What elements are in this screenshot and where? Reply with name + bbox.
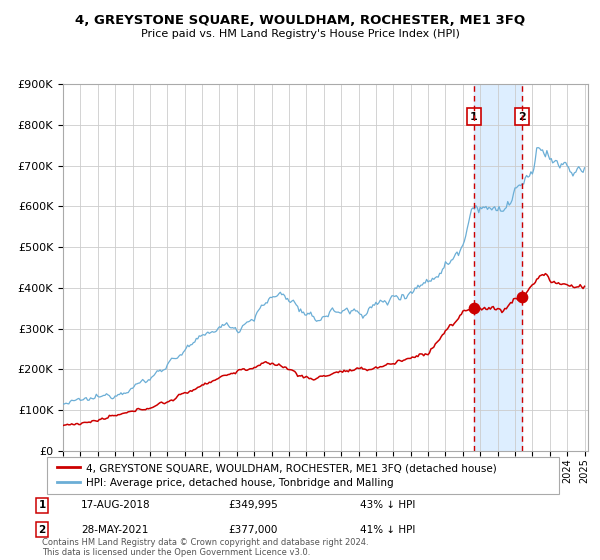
Text: 1: 1: [38, 500, 46, 510]
Text: 41% ↓ HPI: 41% ↓ HPI: [360, 525, 415, 535]
Legend: 4, GREYSTONE SQUARE, WOULDHAM, ROCHESTER, ME1 3FQ (detached house), HPI: Average: 4, GREYSTONE SQUARE, WOULDHAM, ROCHESTER…: [52, 459, 501, 492]
Bar: [474, 84, 522, 451]
Text: 1: 1: [470, 111, 478, 122]
Text: 43% ↓ HPI: 43% ↓ HPI: [360, 500, 415, 510]
Text: 17-AUG-2018: 17-AUG-2018: [81, 500, 151, 510]
FancyBboxPatch shape: [47, 458, 559, 493]
Text: Price paid vs. HM Land Registry's House Price Index (HPI): Price paid vs. HM Land Registry's House …: [140, 29, 460, 39]
Text: 4, GREYSTONE SQUARE, WOULDHAM, ROCHESTER, ME1 3FQ: 4, GREYSTONE SQUARE, WOULDHAM, ROCHESTER…: [75, 14, 525, 27]
Text: 2: 2: [38, 525, 46, 535]
Text: Contains HM Land Registry data © Crown copyright and database right 2024.
This d: Contains HM Land Registry data © Crown c…: [42, 538, 368, 557]
Point: [469, 304, 479, 312]
Point: [517, 293, 527, 302]
Text: £349,995: £349,995: [228, 500, 278, 510]
Text: £377,000: £377,000: [228, 525, 277, 535]
Text: 2: 2: [518, 111, 526, 122]
Text: 28-MAY-2021: 28-MAY-2021: [81, 525, 148, 535]
